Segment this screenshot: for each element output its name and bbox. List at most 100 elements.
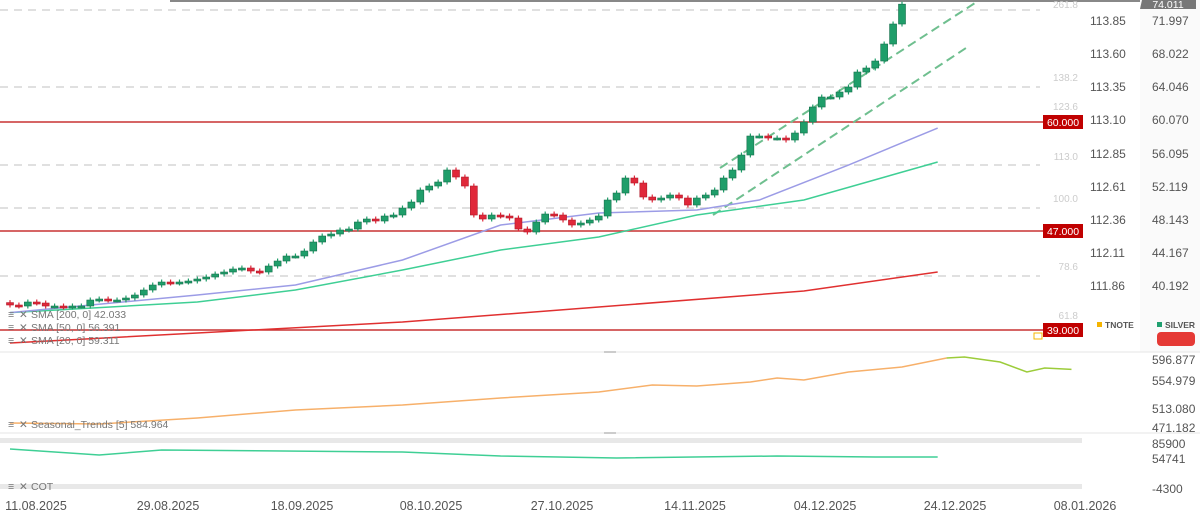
candle[interactable] <box>657 195 665 203</box>
candle[interactable] <box>15 302 23 309</box>
candle[interactable] <box>514 215 523 232</box>
seasonal-legend[interactable]: Seasonal_Trends [5] 584.964 <box>31 419 169 431</box>
close-icon[interactable]: ✕ <box>19 335 28 347</box>
candle[interactable] <box>122 295 130 303</box>
list-icon[interactable]: ≡ <box>8 309 14 321</box>
silver-price-pill[interactable] <box>1157 332 1195 346</box>
candle[interactable] <box>880 41 888 64</box>
candle[interactable] <box>621 175 630 196</box>
candle[interactable] <box>104 296 112 303</box>
candle[interactable] <box>773 135 781 141</box>
panel-resize-handle[interactable] <box>604 351 616 353</box>
candle[interactable] <box>728 167 737 181</box>
candle[interactable] <box>229 266 237 275</box>
candle[interactable] <box>470 183 478 218</box>
candle[interactable] <box>585 217 594 226</box>
candle[interactable] <box>844 84 853 95</box>
candle[interactable] <box>487 212 496 222</box>
candle[interactable] <box>398 205 407 218</box>
candle[interactable] <box>140 287 148 298</box>
candle[interactable] <box>719 175 728 193</box>
tnote-label[interactable]: TNOTE <box>1105 320 1134 330</box>
candle[interactable] <box>166 279 175 286</box>
candle[interactable] <box>41 300 50 309</box>
candle[interactable] <box>86 297 95 309</box>
list-icon[interactable]: ≡ <box>8 481 14 493</box>
close-icon[interactable]: ✕ <box>19 322 28 334</box>
candle[interactable] <box>853 69 862 90</box>
list-icon[interactable]: ≡ <box>8 419 14 431</box>
candle[interactable] <box>59 303 68 310</box>
candle[interactable] <box>835 89 844 100</box>
candle[interactable] <box>684 195 692 208</box>
candle[interactable] <box>380 213 389 224</box>
candle[interactable] <box>612 190 621 203</box>
sma20-line[interactable] <box>9 127 938 314</box>
sma50-legend[interactable]: SMA [50, 0] 56.391 <box>31 322 120 334</box>
candle[interactable] <box>273 258 282 269</box>
candle[interactable] <box>693 195 701 208</box>
candle[interactable] <box>148 282 157 293</box>
candle[interactable] <box>434 179 442 189</box>
candle[interactable] <box>95 296 103 303</box>
candle[interactable] <box>50 303 59 309</box>
candle[interactable] <box>32 299 41 306</box>
candle[interactable] <box>264 263 273 275</box>
candle[interactable] <box>345 226 353 233</box>
close-icon[interactable]: ✕ <box>19 309 28 321</box>
candle[interactable] <box>77 303 86 309</box>
candle[interactable] <box>648 194 657 203</box>
list-icon[interactable]: ≡ <box>8 335 14 347</box>
seasonal-line[interactable] <box>9 357 947 425</box>
sma200-line[interactable] <box>9 271 938 344</box>
candle[interactable] <box>452 167 460 180</box>
close-icon[interactable]: ✕ <box>19 419 28 431</box>
candle[interactable] <box>505 213 514 221</box>
candle[interactable] <box>416 187 425 205</box>
candle[interactable] <box>764 133 773 141</box>
candle[interactable] <box>157 279 166 288</box>
candle[interactable] <box>202 274 211 282</box>
candle[interactable] <box>594 213 603 223</box>
channel-lower-line[interactable] <box>712 47 967 216</box>
candle[interactable] <box>211 271 219 280</box>
candle[interactable] <box>318 233 327 245</box>
candle[interactable] <box>826 94 835 100</box>
candle[interactable] <box>461 174 469 189</box>
candle[interactable] <box>247 265 255 274</box>
candle[interactable] <box>291 253 300 259</box>
candle[interactable] <box>68 303 77 310</box>
candle[interactable] <box>478 212 487 222</box>
silver-label[interactable]: SILVER <box>1165 320 1195 330</box>
candle[interactable] <box>532 219 541 235</box>
sma50-line[interactable] <box>9 161 938 314</box>
candle[interactable] <box>568 217 576 228</box>
candle[interactable] <box>24 299 32 309</box>
panel-resize-handle[interactable] <box>604 432 616 434</box>
candle[interactable] <box>309 239 318 254</box>
candle[interactable] <box>255 268 264 275</box>
candle[interactable] <box>6 300 14 308</box>
channel-upper-line[interactable] <box>719 2 976 169</box>
candle[interactable] <box>666 192 674 201</box>
candle[interactable] <box>371 216 380 224</box>
candle[interactable] <box>327 231 335 239</box>
candle[interactable] <box>603 197 612 219</box>
candle[interactable] <box>791 130 799 143</box>
candle[interactable] <box>675 192 683 201</box>
candle[interactable] <box>407 199 416 211</box>
candle[interactable] <box>889 21 897 47</box>
candle[interactable] <box>630 175 639 186</box>
sma20-legend[interactable]: SMA [20, 0] 59.311 <box>31 335 120 347</box>
candle[interactable] <box>336 227 344 237</box>
sma200-legend[interactable]: SMA [200, 0] 42.033 <box>31 309 126 321</box>
candle[interactable] <box>362 216 371 225</box>
candle[interactable] <box>701 192 710 201</box>
candle[interactable] <box>184 278 193 285</box>
cot-line[interactable] <box>9 448 938 459</box>
candle[interactable] <box>746 133 755 158</box>
candle[interactable] <box>282 253 291 264</box>
candle[interactable] <box>808 104 817 125</box>
candle[interactable] <box>175 279 184 286</box>
candle[interactable] <box>425 183 434 193</box>
